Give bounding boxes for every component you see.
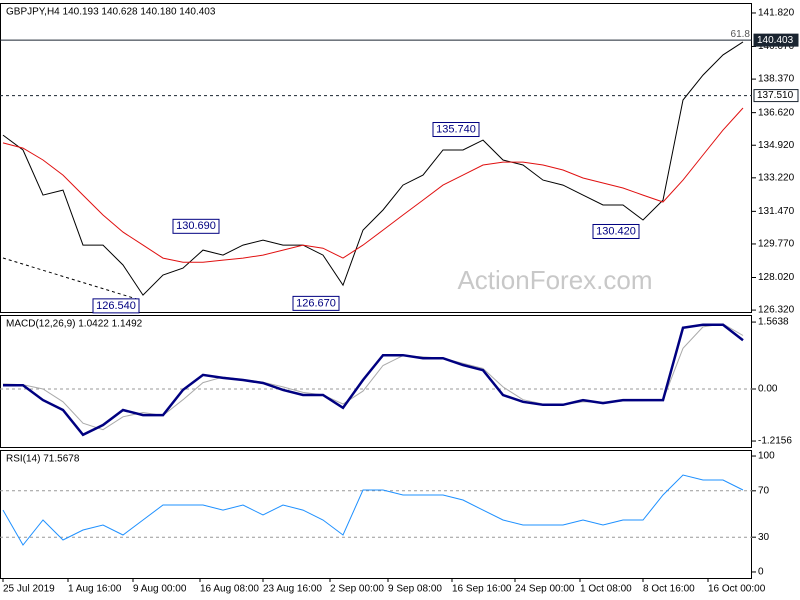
series-line	[3, 323, 744, 437]
series-line	[2, 474, 744, 546]
y-tick-label: 136.620	[758, 107, 795, 118]
y-tick-label: 0	[758, 567, 764, 578]
annotation-box	[172, 218, 220, 234]
y-tick-label: 134.920	[758, 140, 795, 151]
x-tick-label: 16 Aug 08:00	[200, 584, 259, 595]
panel-frame	[0, 3, 752, 313]
y-tick-label: 1.5638	[758, 317, 789, 328]
panel-title: GBPJPY,H4 140.193 140.628 140.180 140.40…	[6, 7, 216, 18]
x-tick-label: 9 Aug 00:00	[133, 584, 187, 595]
annotation-label: 126.670	[296, 297, 336, 309]
y-tick-label: -1.2156	[758, 436, 792, 447]
annotation-label: 130.690	[176, 220, 216, 232]
y-tick-label: 126.320	[758, 305, 795, 316]
series-line	[2, 41, 744, 296]
x-tick-label: 9 Sep 08:00	[388, 584, 442, 595]
panel-title: MACD(12,26,9) 1.0422 1.1492	[6, 319, 143, 330]
x-tick-label: 25 Jul 2019	[3, 584, 55, 595]
y-tick-label: 140.070	[758, 41, 795, 52]
annotation-box	[92, 298, 140, 314]
level-box	[753, 33, 799, 47]
y-tick-label: 129.770	[758, 239, 795, 250]
annotation-box	[292, 295, 340, 311]
level-label: 137.510	[757, 90, 794, 101]
x-tick-label: 8 Oct 16:00	[643, 584, 695, 595]
y-tick-label: 133.220	[758, 172, 795, 183]
annotation-box	[432, 122, 480, 138]
panel-title: RSI(14) 71.5678	[6, 454, 80, 465]
annotation-label: 126.540	[96, 300, 136, 312]
y-tick-label: 70	[758, 485, 770, 496]
series-line	[2, 107, 744, 263]
x-tick-label: 1 Aug 16:00	[68, 584, 122, 595]
level-box	[753, 89, 799, 103]
annotation-label: 130.420	[596, 225, 636, 237]
y-tick-label: 141.820	[758, 8, 795, 19]
y-tick-label: 0.00	[758, 384, 778, 395]
annotation-box	[592, 223, 640, 239]
x-tick-label: 16 Sep 16:00	[452, 584, 512, 595]
x-tick-label: 1 Oct 08:00	[580, 584, 632, 595]
fib-label: 61.8	[731, 29, 751, 40]
y-tick-label: 131.470	[758, 206, 795, 217]
level-label: 140.403	[757, 35, 794, 46]
x-tick-label: 16 Oct 00:00	[708, 584, 766, 595]
panel-frame	[0, 450, 752, 579]
x-tick-label: 2 Sep 00:00	[330, 584, 384, 595]
y-tick-label: 128.020	[758, 272, 795, 283]
x-tick-label: 23 Aug 16:00	[263, 584, 322, 595]
x-tick-label: 24 Sep 00:00	[515, 584, 575, 595]
annotation-label: 135.740	[436, 123, 476, 135]
y-tick-label: 30	[758, 532, 770, 543]
y-tick-label: 100	[758, 451, 775, 462]
watermark: ActionForex.com	[457, 265, 652, 295]
y-tick-label: 138.370	[758, 74, 795, 85]
panel-frame	[0, 315, 752, 448]
